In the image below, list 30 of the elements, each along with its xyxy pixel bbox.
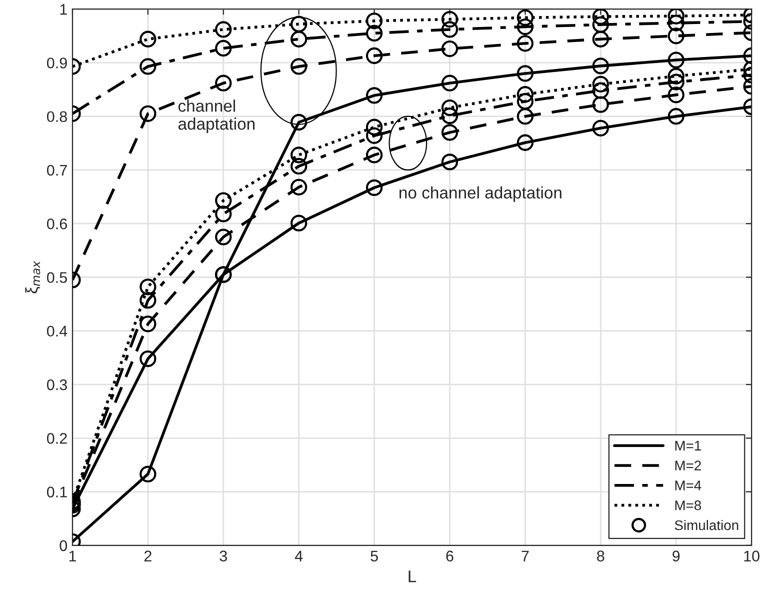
x-tick-label: 10 bbox=[744, 550, 760, 562]
legend-label: M=4 bbox=[675, 480, 702, 490]
y-tick-label: 1 bbox=[60, 4, 67, 15]
x-tick-label: 4 bbox=[294, 550, 303, 562]
legend-label: M=8 bbox=[675, 500, 702, 510]
y-tick-label: 0.6 bbox=[46, 218, 67, 230]
y-tick-label: 0.3 bbox=[46, 379, 67, 390]
y-axis-title: ξ$_{max}$ bbox=[25, 260, 40, 294]
annotation: no channel adaptation bbox=[400, 186, 562, 202]
y-tick-label: 0.9 bbox=[46, 58, 67, 68]
x-tick-label: 6 bbox=[446, 550, 454, 562]
x-tick-label: 1 bbox=[69, 550, 76, 562]
x-tick-label: 3 bbox=[220, 550, 227, 562]
legend-label: Simulation bbox=[674, 520, 738, 530]
y-tick-label: 0.2 bbox=[46, 433, 67, 444]
y-tick-label: 0.4 bbox=[46, 326, 68, 337]
y-tick-label: 0.5 bbox=[46, 272, 67, 283]
legend-label: M=2 bbox=[675, 460, 701, 470]
legend-label: M=1 bbox=[675, 440, 701, 450]
x-tick-label: 8 bbox=[597, 550, 604, 562]
y-tick-label: 0.1 bbox=[46, 486, 67, 498]
x-tick-label: 2 bbox=[144, 550, 152, 562]
y-tick-label: 0 bbox=[60, 540, 68, 552]
annotation: channel adaptation bbox=[178, 100, 255, 134]
x-tick-label: 7 bbox=[522, 550, 529, 562]
y-tick-label: 0.8 bbox=[46, 111, 67, 122]
x-tick-label: 5 bbox=[370, 550, 378, 562]
y-tick-label: 0.7 bbox=[46, 164, 67, 176]
x-axis-title: L bbox=[408, 570, 416, 582]
x-tick-label: 9 bbox=[672, 550, 680, 562]
